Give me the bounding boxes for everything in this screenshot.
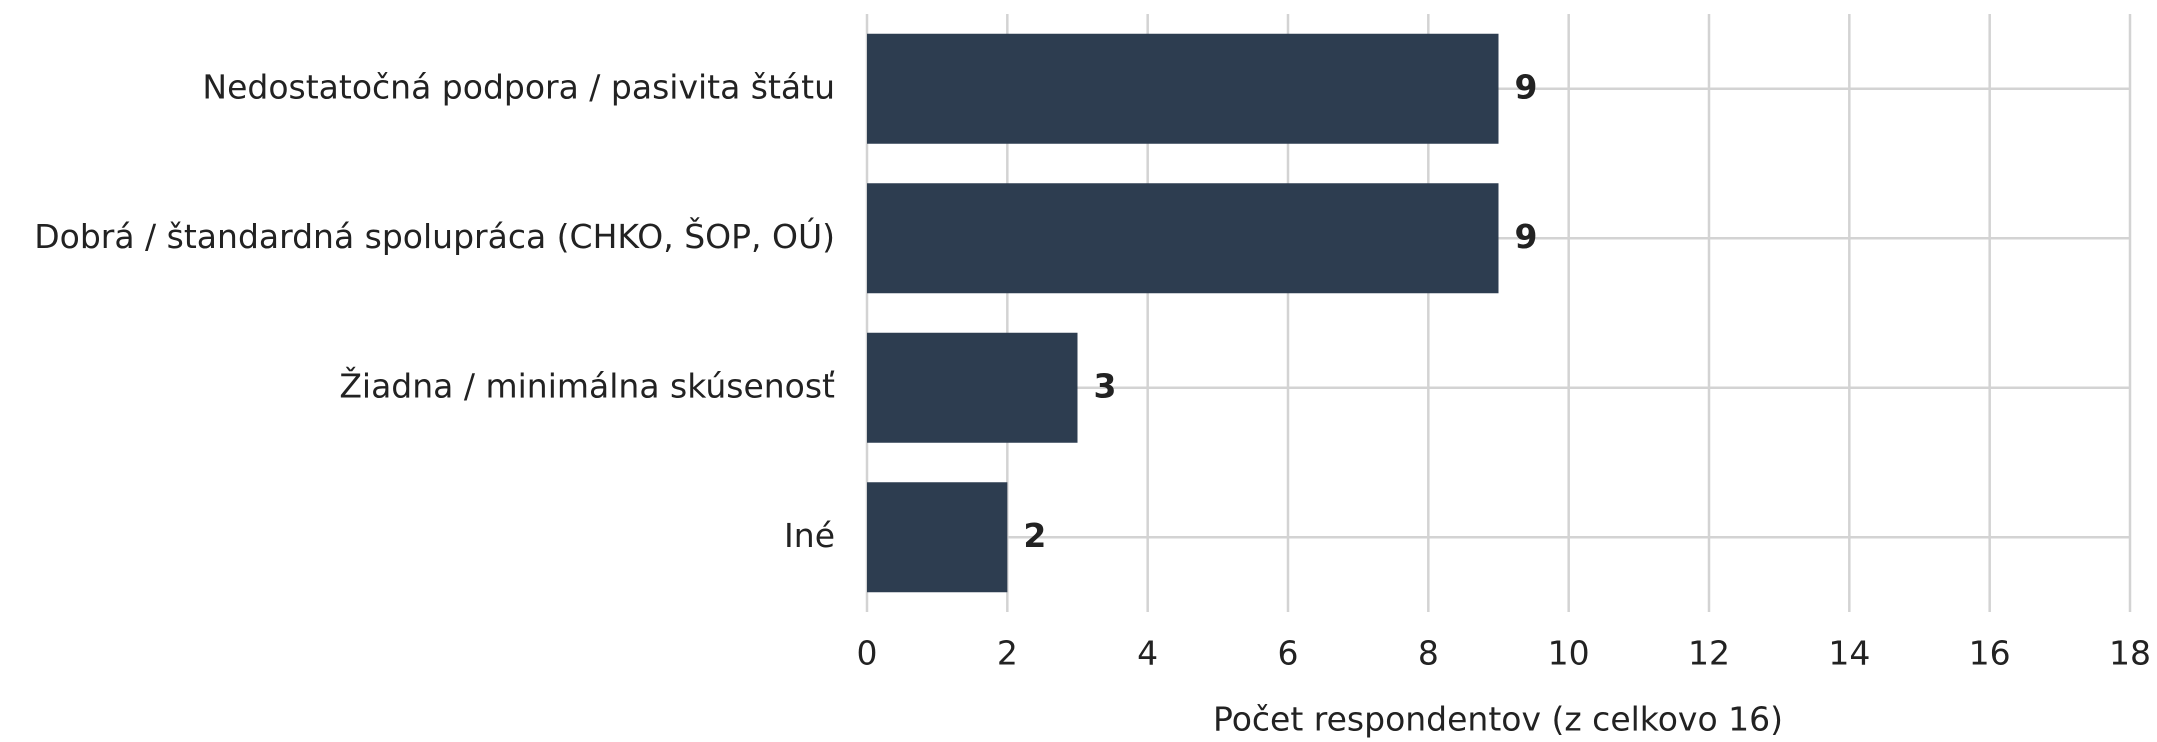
value-label: 9 xyxy=(1515,217,1538,256)
x-tick-label: 14 xyxy=(1828,634,1870,673)
y-tick-label: Dobrá / štandardná spolupráca (CHKO, ŠOP… xyxy=(34,216,835,256)
bar xyxy=(867,183,1499,294)
x-tick-label: 2 xyxy=(997,634,1018,673)
bar xyxy=(867,33,1499,144)
x-tick-label: 0 xyxy=(857,634,878,673)
x-axis-title: Počet respondentov (z celkovo 16) xyxy=(1213,700,1783,739)
x-tick-label: 18 xyxy=(2109,634,2151,673)
x-tick-label: 12 xyxy=(1688,634,1730,673)
x-tick-label: 4 xyxy=(1137,634,1158,673)
bar xyxy=(867,332,1078,443)
y-tick-label: Nedostatočná podpora / pasivita štátu xyxy=(202,67,835,106)
x-tick-label: 8 xyxy=(1418,634,1439,673)
y-tick-label: Žiadna / minimálna skúsenosť xyxy=(339,365,835,405)
value-label: 3 xyxy=(1094,366,1117,405)
x-tick-label: 16 xyxy=(1969,634,2011,673)
y-tick-label: Iné xyxy=(784,516,835,555)
value-label: 9 xyxy=(1515,67,1538,106)
x-tick-label: 10 xyxy=(1548,634,1590,673)
bar xyxy=(867,482,1008,593)
x-tick-label: 6 xyxy=(1278,634,1299,673)
value-label: 2 xyxy=(1023,516,1046,555)
